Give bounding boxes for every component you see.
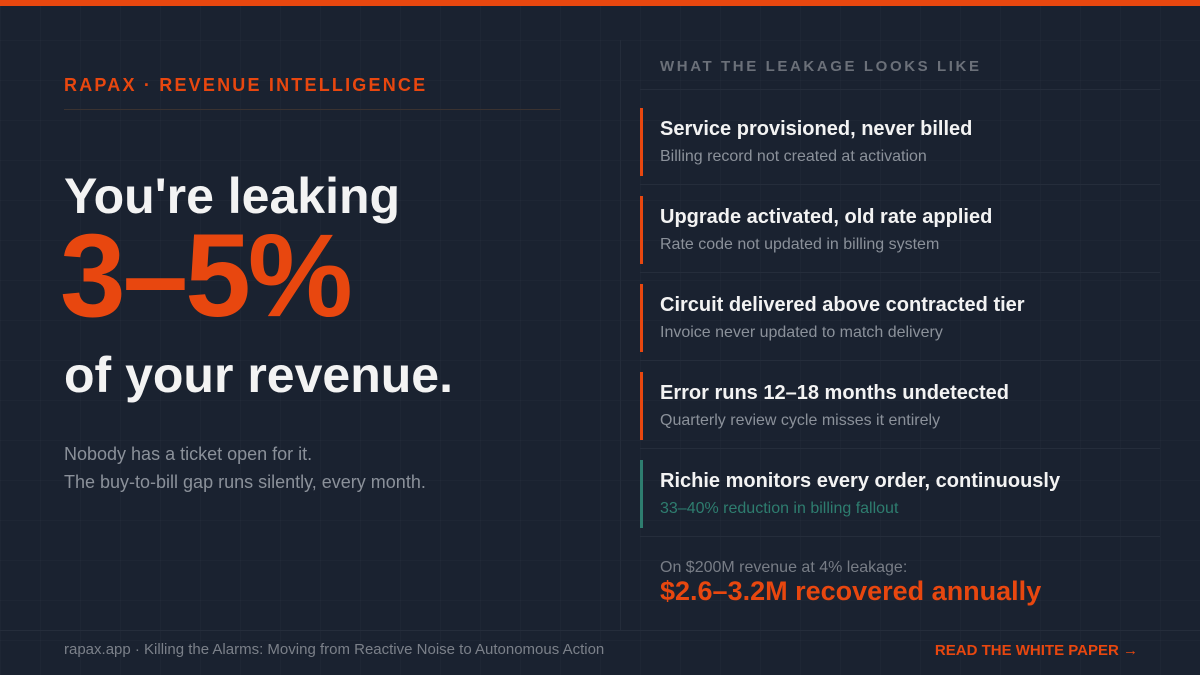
- list-item: Error runs 12–18 months undetected Quart…: [640, 372, 1160, 440]
- item-title: Richie monitors every order, continuousl…: [660, 470, 1061, 492]
- body-text: Nobody has a ticket open for it. The buy…: [64, 440, 426, 496]
- list-item: Circuit delivered above contracted tier …: [640, 284, 1160, 352]
- divider: [640, 536, 1160, 537]
- footer-divider: [0, 630, 1200, 631]
- section-heading: WHAT THE LEAKAGE LOOKS LIKE: [660, 58, 982, 75]
- divider: [640, 448, 1160, 449]
- item-subtitle: Billing record not created at activation: [660, 148, 927, 165]
- accent-top-bar: [0, 0, 1200, 6]
- item-subtitle: Rate code not updated in billing system: [660, 236, 940, 253]
- brand-eyebrow: RAPAX · REVENUE INTELLIGENCE: [64, 75, 428, 95]
- headline-line-1: You're leaking: [64, 168, 401, 224]
- footer-text: rapax.app · Killing the Alarms: Moving f…: [64, 641, 605, 658]
- read-white-paper-link[interactable]: READ THE WHITE PAPER →: [934, 642, 1138, 659]
- divider: [640, 184, 1160, 185]
- divider: [64, 109, 560, 110]
- item-title: Service provisioned, never billed: [660, 118, 973, 140]
- item-subtitle: Quarterly review cycle misses it entirel…: [660, 412, 941, 429]
- list-item: Service provisioned, never billed Billin…: [640, 108, 1160, 176]
- item-subtitle: 33–40% reduction in billing fallout: [660, 500, 899, 517]
- accent-bar: [640, 284, 643, 352]
- accent-bar: [640, 108, 643, 176]
- body-line-2: The buy-to-bill gap runs silently, every…: [64, 472, 426, 492]
- accent-bar: [640, 460, 643, 528]
- list-item: Upgrade activated, old rate applied Rate…: [640, 196, 1160, 264]
- calc-label: On $200M revenue at 4% leakage:: [660, 559, 908, 576]
- divider: [640, 89, 1160, 90]
- big-stat: 3–5%: [60, 210, 353, 342]
- item-title: Upgrade activated, old rate applied: [660, 206, 993, 228]
- list-item-solution: Richie monitors every order, continuousl…: [640, 460, 1160, 528]
- item-subtitle: Invoice never updated to match delivery: [660, 324, 943, 341]
- column-divider: [620, 40, 621, 630]
- accent-bar: [640, 196, 643, 264]
- calc-value: $2.6–3.2M recovered annually: [660, 576, 1042, 606]
- item-title: Error runs 12–18 months undetected: [660, 382, 1009, 404]
- body-line-1: Nobody has a ticket open for it.: [64, 444, 313, 464]
- divider: [640, 272, 1160, 273]
- accent-bar: [640, 372, 643, 440]
- divider: [640, 360, 1160, 361]
- headline-line-2: of your revenue.: [64, 347, 453, 403]
- item-title: Circuit delivered above contracted tier: [660, 294, 1025, 316]
